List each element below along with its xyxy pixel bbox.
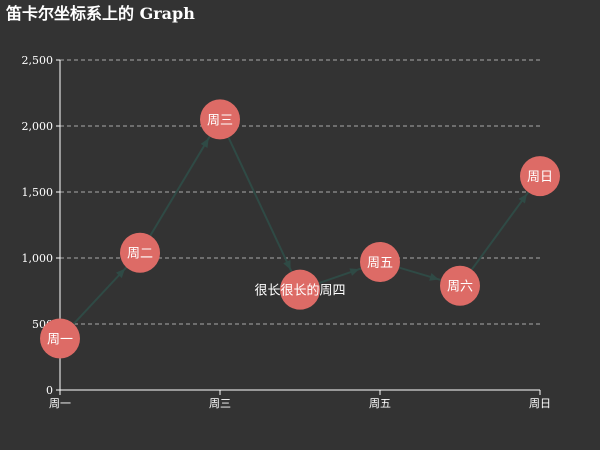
graph-node — [40, 318, 80, 359]
y-tick-label: 1,500 — [22, 186, 54, 199]
y-tick-label: 2,000 — [22, 120, 54, 133]
graph-node — [200, 99, 240, 140]
x-tick-label: 周日 — [529, 397, 551, 410]
graph-link-arrow — [283, 259, 291, 270]
x-tick-label: 周三 — [209, 397, 231, 410]
graph-node — [360, 241, 400, 282]
graph-link-arrow — [115, 268, 125, 279]
graph-link — [459, 175, 541, 287]
graph-link-arrow — [200, 138, 209, 149]
graph-node-label: 周五 — [367, 256, 393, 271]
graph-link — [219, 118, 301, 291]
graph-node-label: 周三 — [207, 113, 233, 128]
graph-node-label: 周日 — [527, 170, 553, 185]
y-tick-label: 1,000 — [22, 252, 54, 265]
graph-node-label: 很长很长的周四 — [254, 283, 345, 299]
graph-link-arrow — [429, 273, 439, 281]
graph-node — [520, 156, 560, 197]
graph-node — [440, 265, 480, 306]
y-tick-label: 2,500 — [22, 54, 54, 67]
x-tick-label: 周一 — [49, 397, 71, 410]
graph-node-label: 周六 — [447, 280, 473, 295]
graph-node — [120, 232, 160, 273]
graph-link-arrow — [518, 193, 528, 204]
chart-title: 笛卡尔坐标系上的 Graph — [5, 4, 195, 23]
y-tick-label: 0 — [46, 384, 53, 397]
x-tick-label: 周五 — [369, 397, 391, 410]
graph-link-arrow — [349, 268, 360, 276]
graph-node-label: 周一 — [47, 333, 73, 348]
graph-node-label: 周二 — [127, 247, 153, 262]
graph-node — [280, 269, 320, 310]
